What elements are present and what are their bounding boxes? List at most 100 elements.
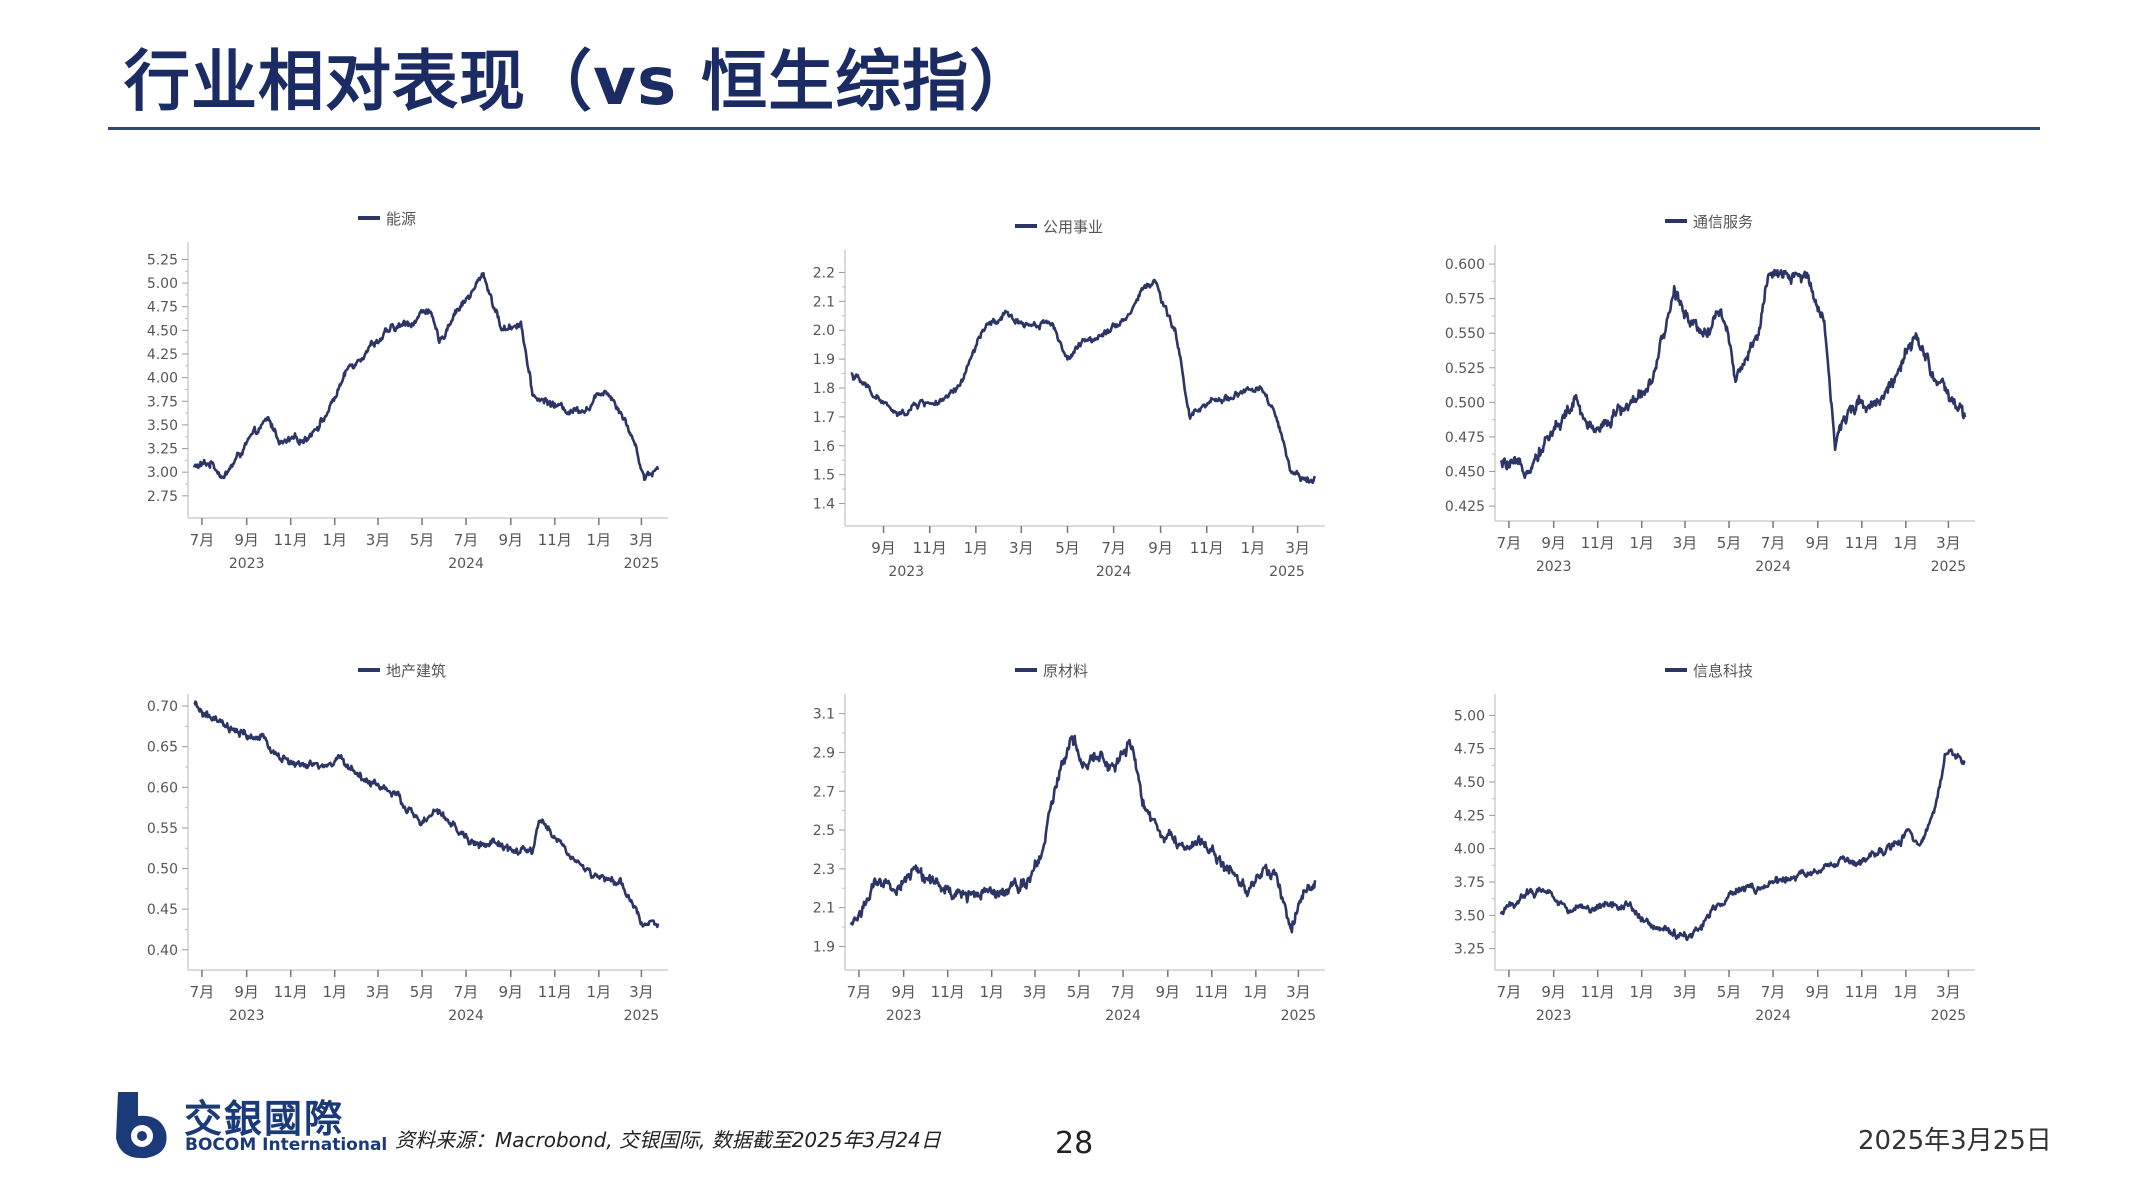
- x-tick-label: 9月: [1806, 534, 1831, 552]
- x-year-label: 2025: [1931, 559, 1967, 575]
- x-tick-label: 1月: [1629, 983, 1654, 1001]
- x-tick-label: 5月: [1717, 983, 1742, 1001]
- y-tick-label: 0.60: [147, 780, 178, 796]
- y-tick-label: 2.0: [813, 323, 835, 339]
- x-tick-label: 7月: [190, 531, 215, 549]
- x-tick-label: 11月: [1190, 539, 1224, 557]
- x-year-label: 2023: [886, 1008, 922, 1024]
- x-year-label: 2025: [624, 1008, 660, 1024]
- y-tick-label: 0.55: [147, 821, 178, 837]
- x-tick-label: 7月: [1111, 983, 1136, 1001]
- x-tick-label: 1月: [322, 531, 347, 549]
- chart-svg: 通信服务 0.425 0.450 0.475 0.500 0.525 0.550 0.575 0…: [1445, 213, 1975, 575]
- legend-label: 能源: [386, 210, 416, 228]
- series-line: [193, 700, 660, 929]
- x-tick-label: 11月: [1581, 534, 1615, 552]
- y-tick-label: 1.9: [813, 352, 835, 368]
- series-line: [1499, 748, 1966, 942]
- y-tick-label: 5.00: [1454, 708, 1485, 724]
- legend-label: 公用事业: [1043, 218, 1103, 236]
- legend-label: 通信服务: [1693, 213, 1753, 231]
- y-tick-label: 4.25: [147, 347, 178, 363]
- chart-svg: 公用事业 1.4 1.5 1.6 1.7 1.8 1.9 2.0 2.1 2.2 9月 11月 1月 3月…: [813, 218, 1325, 580]
- y-tick-label: 2.75: [147, 489, 178, 505]
- y-tick-label: 4.00: [1454, 842, 1485, 858]
- x-tick-label: 1月: [1244, 983, 1269, 1001]
- y-tick-label: 3.25: [1454, 942, 1485, 958]
- legend-label: 信息科技: [1693, 662, 1753, 680]
- x-tick-label: 3月: [1673, 534, 1698, 552]
- chart-property-construction: 地产建筑 0.40 0.45 0.50 0.55 0.60 0.65 0.70 7月 9月 11月 1…: [128, 652, 688, 1032]
- chart-svg: 能源 2.75 3.00 3.25 3.50 3.75 4.00 4.25 4.50 4.75 5.…: [147, 210, 668, 572]
- y-tick-label: 3.1: [813, 707, 835, 723]
- x-tick-label: 9月: [1148, 539, 1173, 557]
- y-tick-label: 0.450: [1445, 465, 1485, 481]
- y-tick-label: 2.9: [813, 745, 835, 761]
- y-tick-label: 2.5: [813, 823, 835, 839]
- y-tick-label: 2.1: [813, 294, 835, 310]
- x-tick-label: 11月: [913, 539, 947, 557]
- series-line: [192, 271, 660, 482]
- x-year-label: 2023: [229, 556, 265, 572]
- report-date: 2025年3月25日: [1858, 1126, 2052, 1156]
- legend-label: 地产建筑: [386, 662, 446, 680]
- x-tick-label: 7月: [190, 983, 215, 1001]
- y-tick-label: 5.00: [147, 276, 178, 292]
- x-tick-label: 1月: [1894, 534, 1919, 552]
- company-logo: 交銀國際 BOCOM International: [108, 1088, 387, 1160]
- x-tick-label: 1月: [587, 983, 612, 1001]
- x-tick-label: 3月: [366, 983, 391, 1001]
- y-tick-label: 0.70: [147, 699, 178, 715]
- x-tick-label: 11月: [274, 531, 308, 549]
- y-tick-label: 0.475: [1445, 430, 1485, 446]
- chart-svg: 原材料 1.9 2.1 2.3 2.5 2.7 2.9 3.1 7月 9月 11月 1月 3月 5月 7月 9…: [813, 662, 1325, 1024]
- x-tick-label: 9月: [1541, 983, 1566, 1001]
- x-year-label: 2025: [1281, 1008, 1317, 1024]
- y-tick-label: 3.00: [147, 465, 178, 481]
- y-tick-label: 4.25: [1454, 808, 1485, 824]
- chart-telecom-services: 通信服务 0.425 0.450 0.475 0.500 0.525 0.550 0.575 0…: [1435, 203, 1995, 583]
- x-tick-label: 3月: [1023, 983, 1048, 1001]
- chart-legend: 信息科技: [1665, 662, 1753, 680]
- y-tick-label: 0.45: [147, 902, 178, 918]
- x-tick-label: 9月: [1541, 534, 1566, 552]
- y-tick-label: 4.50: [1454, 775, 1485, 791]
- x-tick-label: 9月: [871, 539, 896, 557]
- x-tick-label: 9月: [234, 531, 259, 549]
- x-tick-label: 1月: [979, 983, 1004, 1001]
- chart-materials: 原材料 1.9 2.1 2.3 2.5 2.7 2.9 3.1 7月 9月 11月 1月 3月 5月 7月 9…: [785, 652, 1345, 1032]
- y-tick-label: 0.425: [1445, 499, 1485, 515]
- x-year-label: 2023: [229, 1008, 265, 1024]
- chart-svg: 地产建筑 0.40 0.45 0.50 0.55 0.60 0.65 0.70 7月 9月 11月 1…: [147, 662, 668, 1024]
- x-tick-label: 5月: [1717, 534, 1742, 552]
- x-tick-label: 1月: [1894, 983, 1919, 1001]
- y-tick-label: 0.65: [147, 740, 178, 756]
- x-year-label: 2024: [1755, 559, 1791, 575]
- y-tick-label: 0.575: [1445, 292, 1485, 308]
- x-tick-label: 11月: [1195, 983, 1229, 1001]
- x-tick-label: 9月: [1156, 983, 1181, 1001]
- x-year-label: 2024: [1755, 1008, 1791, 1024]
- x-tick-label: 1月: [322, 983, 347, 1001]
- y-tick-label: 2.1: [813, 901, 835, 917]
- y-tick-label: 1.4: [813, 497, 835, 513]
- x-year-label: 2025: [1269, 564, 1305, 580]
- x-tick-label: 3月: [1936, 534, 1961, 552]
- x-tick-label: 11月: [538, 983, 572, 1001]
- chart-legend: 通信服务: [1665, 213, 1753, 231]
- y-tick-label: 1.9: [813, 939, 835, 955]
- series-line: [1499, 268, 1967, 480]
- x-tick-label: 11月: [538, 531, 572, 549]
- x-tick-label: 7月: [454, 983, 479, 1001]
- x-year-label: 2023: [888, 564, 924, 580]
- y-tick-label: 4.75: [1454, 742, 1485, 758]
- x-year-label: 2024: [1096, 564, 1132, 580]
- x-tick-label: 9月: [499, 983, 524, 1001]
- y-tick-label: 1.6: [813, 439, 835, 455]
- x-tick-label: 11月: [1581, 983, 1615, 1001]
- x-tick-label: 11月: [931, 983, 965, 1001]
- y-tick-label: 2.7: [813, 784, 835, 800]
- chart-utilities: 公用事业 1.4 1.5 1.6 1.7 1.8 1.9 2.0 2.1 2.2 9月 11月 1月 3月…: [785, 208, 1345, 588]
- chart-legend: 能源: [358, 210, 416, 228]
- y-tick-label: 1.7: [813, 410, 835, 426]
